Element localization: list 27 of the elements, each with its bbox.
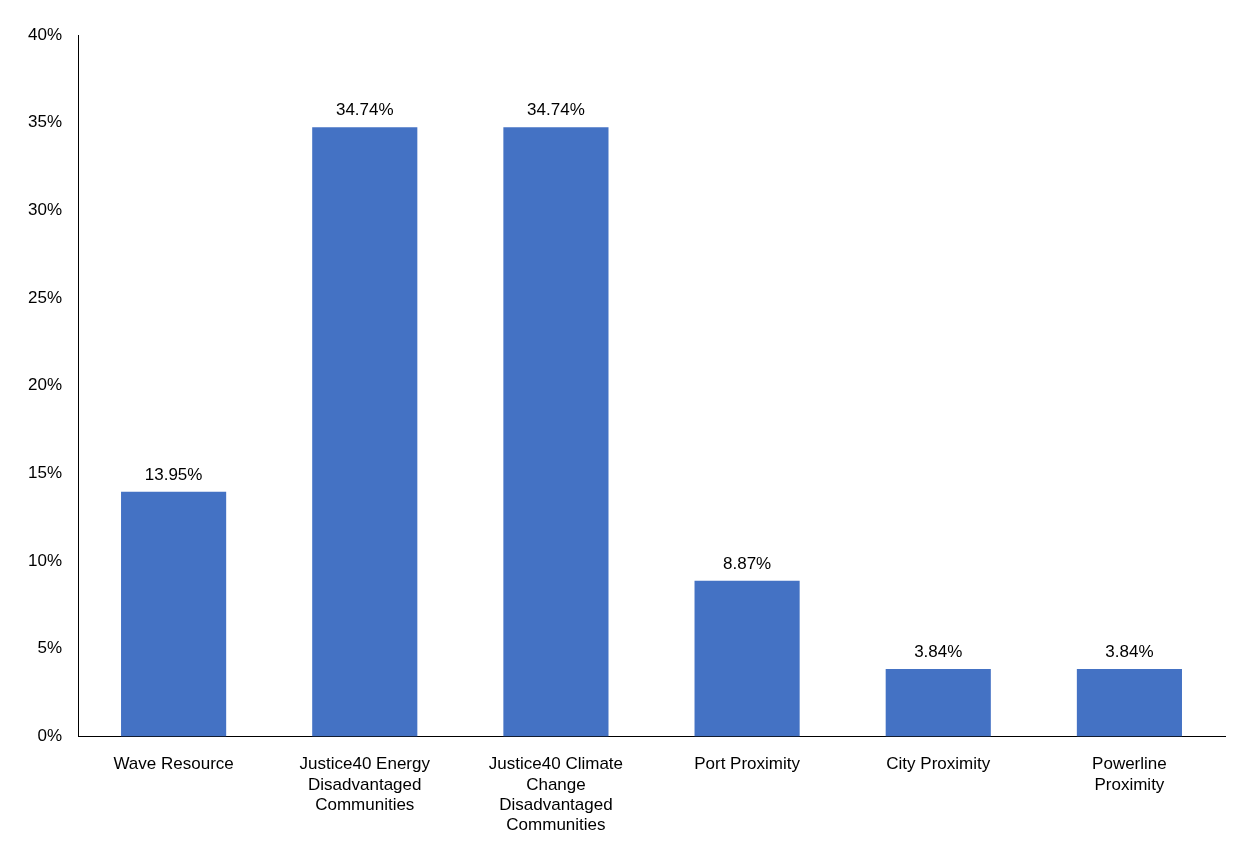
y-tick-label: 40%	[27, 24, 63, 44]
bar	[312, 127, 418, 737]
x-tick-label: Port Proximity	[694, 754, 801, 774]
bar	[121, 491, 227, 737]
y-tick-label: 20%	[27, 375, 63, 395]
y-tick-label: 10%	[27, 550, 63, 570]
x-tick-label: Wave Resource	[113, 754, 234, 774]
data-label: 34.74%	[335, 100, 394, 120]
x-tick-label: Justice40 Climate Change Disadvantaged Communities	[488, 754, 624, 835]
x-tick-label: Justice40 Energy Disadvantaged Communities	[299, 754, 431, 815]
data-label: 34.74%	[527, 100, 585, 120]
x-tick-label: City Proximity	[886, 754, 991, 774]
data-label: 13.95%	[144, 464, 203, 484]
x-tick-label: Powerline Proximity	[1092, 754, 1167, 794]
bar	[1076, 669, 1182, 737]
bar	[885, 669, 991, 737]
data-label: 8.87%	[722, 554, 772, 574]
y-tick-label: 30%	[27, 200, 63, 220]
y-tick-label: 5%	[37, 638, 63, 658]
y-tick-label: 35%	[27, 112, 63, 132]
bar	[503, 127, 609, 737]
y-tick-label: 0%	[37, 726, 63, 746]
y-tick-label: 25%	[27, 287, 63, 307]
data-label: 3.84%	[1105, 642, 1154, 662]
bar	[694, 580, 800, 737]
y-tick-label: 15%	[27, 463, 63, 483]
data-label: 3.84%	[914, 642, 963, 662]
